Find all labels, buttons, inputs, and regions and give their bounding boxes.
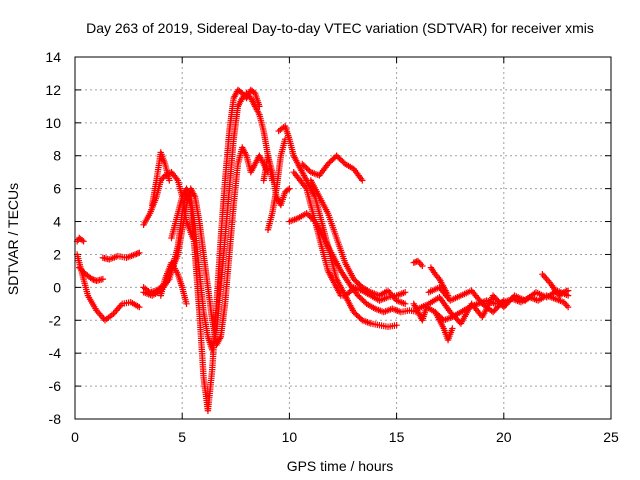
data-point <box>564 287 572 294</box>
x-tick-label: 25 <box>603 429 619 445</box>
data-point <box>353 278 360 286</box>
data-point <box>304 166 312 173</box>
axis-ticks: 0 5 10 15 20 25 -8 -6 -4 -2 0 2 4 6 8 10 12 14 <box>45 49 619 445</box>
data-point <box>499 298 506 306</box>
data-point <box>354 280 362 287</box>
data-point <box>339 158 346 165</box>
grid <box>75 57 611 419</box>
data-point <box>393 322 400 329</box>
data-point <box>354 312 362 320</box>
chart-title: Day 263 of 2019, Sidereal Day-to-day VTE… <box>86 20 594 36</box>
y-tick-label: 14 <box>45 49 61 65</box>
series-arc-d <box>99 249 143 263</box>
data-point <box>237 88 245 96</box>
y-tick-label: 4 <box>53 214 61 230</box>
data-point <box>136 303 143 311</box>
data-point <box>360 297 367 305</box>
series-arc-a <box>73 234 87 245</box>
series-arc-g <box>148 149 173 209</box>
data-point <box>334 153 342 161</box>
data-point <box>166 177 173 184</box>
data-point <box>564 303 572 311</box>
series-arc-j <box>168 90 276 354</box>
y-tick-label: 6 <box>53 181 61 197</box>
y-tick-label: 8 <box>53 148 61 164</box>
data-point <box>183 300 190 308</box>
x-tick-label: 20 <box>496 429 512 445</box>
data-point <box>351 277 359 284</box>
series-arc-b <box>73 251 143 324</box>
data-point <box>500 297 507 304</box>
y-tick-label: -8 <box>49 411 62 427</box>
y-tick-label: 12 <box>45 82 61 98</box>
y-tick-label: 2 <box>53 246 61 262</box>
data-point <box>356 314 363 321</box>
y-tick-label: -6 <box>49 378 62 394</box>
series-arc-p <box>299 152 366 184</box>
y-axis-label: SDTVAR / TECUs <box>5 183 21 295</box>
series-arc-l <box>260 152 293 209</box>
x-axis-label: GPS time / hours <box>287 458 394 474</box>
data-point <box>286 185 293 192</box>
data-point <box>304 211 312 218</box>
data-point <box>401 289 409 296</box>
data-point <box>359 177 366 184</box>
plot-frame <box>74 56 612 420</box>
y-tick-label: 0 <box>53 279 61 295</box>
data-point <box>401 300 409 308</box>
data-point <box>359 296 366 303</box>
data-point <box>353 311 360 318</box>
series-arc-r <box>410 257 426 270</box>
data-point <box>336 155 343 162</box>
data-point <box>300 162 307 169</box>
data-point <box>350 275 357 283</box>
series-arc-n <box>286 210 422 316</box>
data-point <box>344 290 352 297</box>
series-arc-x <box>539 271 572 299</box>
data-point <box>333 152 340 159</box>
data-point <box>337 156 345 164</box>
data-point <box>330 155 337 162</box>
data-point <box>326 159 333 166</box>
data-point <box>99 275 107 283</box>
y-tick-label: 10 <box>45 115 61 131</box>
data-point <box>284 186 292 193</box>
series-arc-w <box>431 308 456 344</box>
y-tick-label: -4 <box>49 345 62 361</box>
data-point <box>80 238 87 245</box>
data-point <box>299 160 306 168</box>
data-point <box>357 295 365 302</box>
series-arc-e <box>140 144 272 349</box>
data-point <box>356 281 363 288</box>
series-arc-q <box>307 177 409 308</box>
series-arc-c <box>76 264 107 284</box>
y-tick-label: -2 <box>49 312 62 328</box>
data-point <box>329 156 336 164</box>
x-tick-label: 0 <box>71 429 79 445</box>
data-point <box>78 236 86 244</box>
data-points <box>73 86 572 414</box>
data-point <box>306 212 313 220</box>
data-point <box>351 310 359 317</box>
x-tick-label: 5 <box>178 429 186 445</box>
data-point <box>136 249 143 257</box>
data-point <box>350 308 357 316</box>
data-point <box>324 160 332 168</box>
series-arc-u <box>414 287 572 327</box>
data-point <box>449 325 456 332</box>
data-point <box>354 292 362 299</box>
x-tick-label: 15 <box>389 429 405 445</box>
data-point <box>356 293 363 301</box>
x-tick-label: 10 <box>282 429 298 445</box>
data-point <box>303 164 310 172</box>
data-point <box>419 262 426 270</box>
data-point <box>303 210 310 217</box>
data-point <box>327 158 335 165</box>
data-point <box>301 163 309 170</box>
series-arc-v <box>425 284 507 316</box>
